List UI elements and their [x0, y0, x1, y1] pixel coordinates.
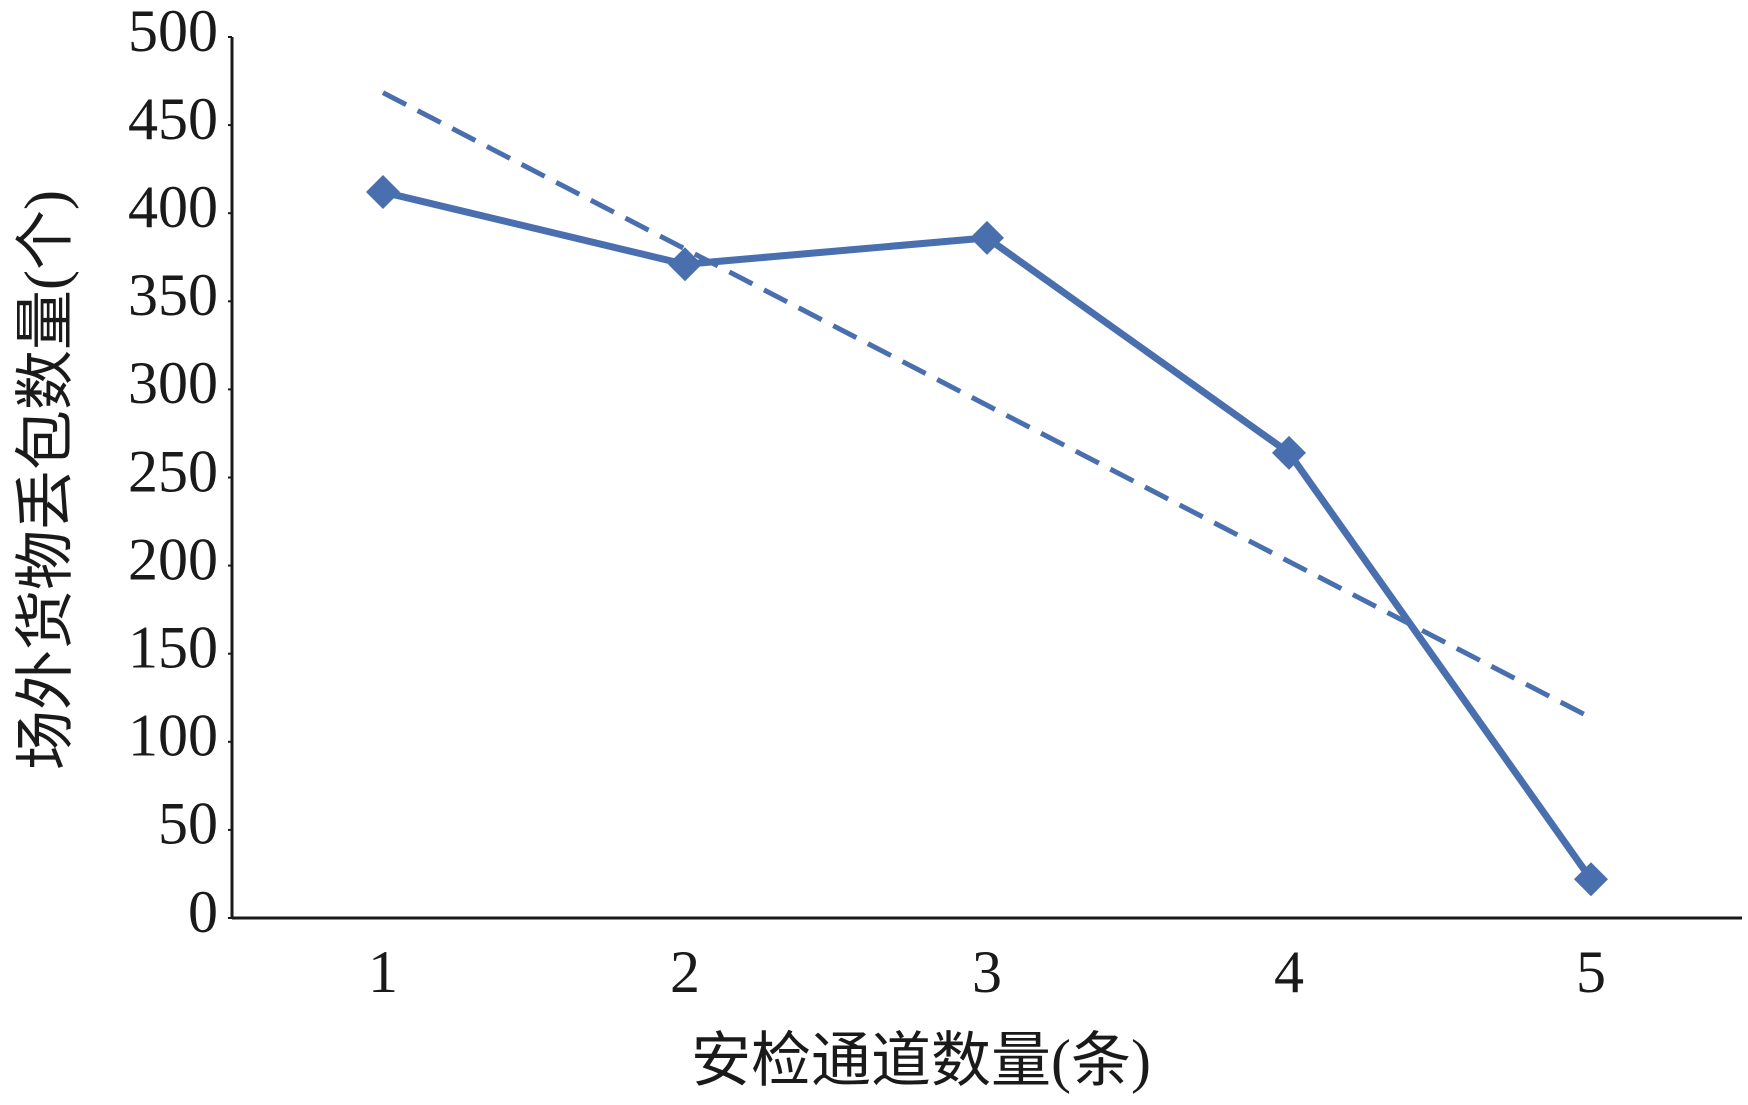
y-tick-label: 450	[128, 86, 218, 152]
data-line	[382, 188, 1594, 882]
point	[366, 175, 400, 210]
y-tick-label: 350	[128, 262, 218, 328]
trend-line	[381, 90, 1593, 721]
x-tick-label: 1	[368, 939, 398, 1005]
y-tick-label: 300	[128, 350, 218, 416]
y-tick-label: 0	[188, 879, 218, 945]
point	[1272, 435, 1306, 470]
y-axis-label: 场外货物丢包数量(个)	[13, 190, 79, 770]
x-tick-label: 4	[1274, 939, 1304, 1005]
y-tick-label: 150	[128, 614, 218, 680]
x-tick-label: 2	[670, 939, 700, 1005]
y-tick-label: 400	[128, 174, 218, 240]
y-tick-label: 50	[158, 791, 218, 857]
x-tick-label: 3	[972, 939, 1002, 1005]
y-tick-label: 250	[128, 438, 218, 504]
y-tick-label: 500	[128, 0, 218, 64]
y-tick-label: 200	[128, 526, 218, 592]
point	[1574, 862, 1608, 897]
y-tick-label: 100	[128, 703, 218, 769]
x-tick-label: 5	[1576, 939, 1606, 1005]
point	[970, 220, 1004, 255]
point	[668, 247, 702, 282]
x-axis-label: 安检通道数量(条)	[691, 1028, 1151, 1094]
